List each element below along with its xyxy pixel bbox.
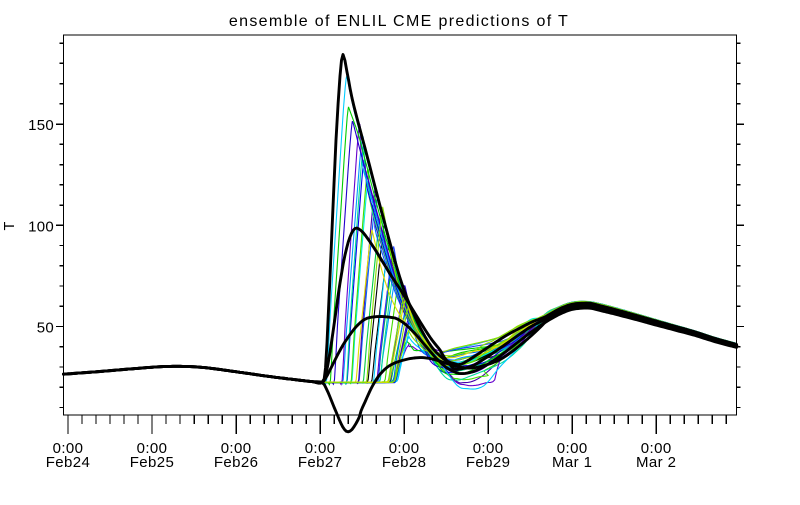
svg-text:Mar 2: Mar 2 bbox=[636, 454, 676, 471]
svg-text:Feb26: Feb26 bbox=[214, 454, 259, 471]
svg-text:0:00: 0:00 bbox=[305, 440, 336, 457]
svg-text:Feb24: Feb24 bbox=[46, 454, 91, 471]
svg-text:ensemble of ENLIL CME predicti: ensemble of ENLIL CME predictions of T bbox=[229, 13, 569, 30]
svg-text:Mar 1: Mar 1 bbox=[552, 454, 592, 471]
svg-text:Feb28: Feb28 bbox=[382, 454, 427, 471]
svg-text:50: 50 bbox=[37, 319, 54, 336]
svg-text:Feb29: Feb29 bbox=[466, 454, 511, 471]
svg-text:0:00: 0:00 bbox=[137, 440, 168, 457]
svg-text:150: 150 bbox=[28, 117, 54, 134]
svg-text:T: T bbox=[2, 221, 18, 230]
svg-text:0:00: 0:00 bbox=[221, 440, 252, 457]
svg-text:0:00: 0:00 bbox=[641, 440, 672, 457]
svg-text:0:00: 0:00 bbox=[389, 440, 420, 457]
svg-text:Feb27: Feb27 bbox=[298, 454, 343, 471]
svg-text:Feb25: Feb25 bbox=[130, 454, 175, 471]
svg-text:0:00: 0:00 bbox=[53, 440, 84, 457]
svg-text:0:00: 0:00 bbox=[557, 440, 588, 457]
svg-text:100: 100 bbox=[28, 218, 54, 235]
svg-text:0:00: 0:00 bbox=[473, 440, 504, 457]
